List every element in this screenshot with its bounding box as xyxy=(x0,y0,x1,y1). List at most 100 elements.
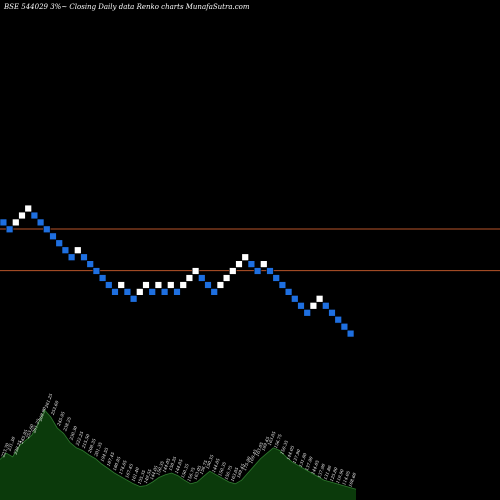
price-label: 144.05 xyxy=(285,445,295,461)
price-label: 150.35 xyxy=(279,439,289,455)
up-brick xyxy=(235,260,243,268)
down-brick xyxy=(204,281,212,289)
price-label: 253.60 xyxy=(25,423,35,440)
price-label: 230.30 xyxy=(68,425,78,442)
price-label: 222.25 xyxy=(74,430,84,447)
down-brick xyxy=(334,315,342,324)
down-brick xyxy=(123,288,132,296)
price-label: 150.35 xyxy=(168,456,178,472)
price-label: 156.75 xyxy=(223,465,233,481)
price-label: 131.80 xyxy=(298,452,308,468)
up-brick xyxy=(179,281,187,289)
up-brick xyxy=(154,281,163,289)
up-brick xyxy=(74,246,82,254)
price-label: 125.80 xyxy=(329,466,339,482)
price-label: 156.75 xyxy=(186,466,196,482)
price-label: 174.05 xyxy=(118,459,128,475)
price-label: 163.05 xyxy=(192,465,202,481)
price-label: 194.55 xyxy=(99,447,109,463)
up-brick xyxy=(191,267,200,275)
down-brick xyxy=(0,218,8,227)
price-label: 163.05 xyxy=(230,466,240,482)
price-label: 144.05 xyxy=(149,465,159,481)
down-brick xyxy=(247,260,256,268)
up-brick xyxy=(229,267,237,275)
up-brick xyxy=(18,211,26,220)
price-label: 261.25 xyxy=(31,418,41,435)
price-label: 167.45 xyxy=(124,463,134,479)
down-brick xyxy=(148,288,156,296)
volume-area xyxy=(0,409,357,500)
price-label: 245.95 xyxy=(18,429,28,446)
down-brick xyxy=(61,246,70,254)
price-label: 155.35 xyxy=(137,469,147,485)
up-brick xyxy=(117,281,125,289)
price-label: 208.35 xyxy=(87,438,97,455)
down-brick xyxy=(340,322,349,331)
down-brick xyxy=(86,260,94,268)
down-brick xyxy=(80,253,88,261)
price-label: 131.80 xyxy=(323,465,333,481)
price-label: 163.05 xyxy=(254,441,264,457)
up-brick xyxy=(315,295,324,303)
price-label: 156.75 xyxy=(273,433,283,449)
down-brick xyxy=(210,288,218,296)
up-brick xyxy=(136,288,144,296)
price-label: 137.90 xyxy=(292,448,302,464)
price-label: 180.95 xyxy=(112,456,122,472)
renko-bricks xyxy=(0,204,355,338)
down-brick xyxy=(297,302,305,310)
down-brick xyxy=(36,218,45,227)
price-label: 253.60 xyxy=(49,400,59,417)
down-brick xyxy=(253,267,262,275)
price-label: 150.35 xyxy=(180,463,190,479)
price-label: 137.90 xyxy=(304,456,314,472)
price-label: 144.05 xyxy=(174,458,184,474)
price-label: 150.35 xyxy=(217,461,227,477)
down-brick xyxy=(303,309,311,317)
price-label: 169.45 xyxy=(236,463,246,479)
price-label: 149.55 xyxy=(143,468,153,484)
price-label: 261.25 xyxy=(43,393,53,410)
price-label: 119.90 xyxy=(335,468,345,484)
price-label: 150.35 xyxy=(155,460,165,476)
up-brick xyxy=(12,218,20,227)
price-label: 144.05 xyxy=(161,457,171,473)
price-label: 108.60 xyxy=(347,472,357,488)
price-label: 175.90 xyxy=(242,456,252,472)
price-label: 144.05 xyxy=(211,457,221,473)
down-brick xyxy=(328,309,336,317)
reference-lines xyxy=(0,228,500,272)
down-brick xyxy=(30,211,39,220)
down-brick xyxy=(198,274,206,282)
volume-fill xyxy=(0,410,356,500)
price-label: 201.35 xyxy=(93,441,103,458)
up-brick xyxy=(222,274,231,282)
down-brick xyxy=(5,225,14,233)
down-brick xyxy=(98,274,107,282)
price-label: 144.05 xyxy=(310,459,320,475)
down-brick xyxy=(129,295,138,303)
price-label: 187.45 xyxy=(106,451,116,467)
up-brick xyxy=(260,260,268,268)
price-label: 137.90 xyxy=(316,463,326,479)
price-label: 238.25 xyxy=(62,416,72,433)
price-label: 156.75 xyxy=(199,459,209,475)
down-brick xyxy=(160,288,169,296)
price-label: 169.45 xyxy=(261,436,271,452)
up-brick xyxy=(24,204,32,213)
price-label: 268.90 xyxy=(37,406,47,423)
down-brick xyxy=(284,288,293,296)
price-label: 163.05 xyxy=(267,430,277,446)
up-brick xyxy=(216,281,225,289)
down-brick xyxy=(322,302,330,310)
price-label: 215.50 xyxy=(80,433,90,450)
price-labels: 223.70231.30238.25245.95253.60261.25268.… xyxy=(0,393,357,488)
down-brick xyxy=(173,288,181,296)
price-label: 114.05 xyxy=(341,470,351,486)
price-label: 169.45 xyxy=(248,448,258,464)
up-brick xyxy=(167,281,175,289)
price-label: 223.70 xyxy=(0,442,10,459)
